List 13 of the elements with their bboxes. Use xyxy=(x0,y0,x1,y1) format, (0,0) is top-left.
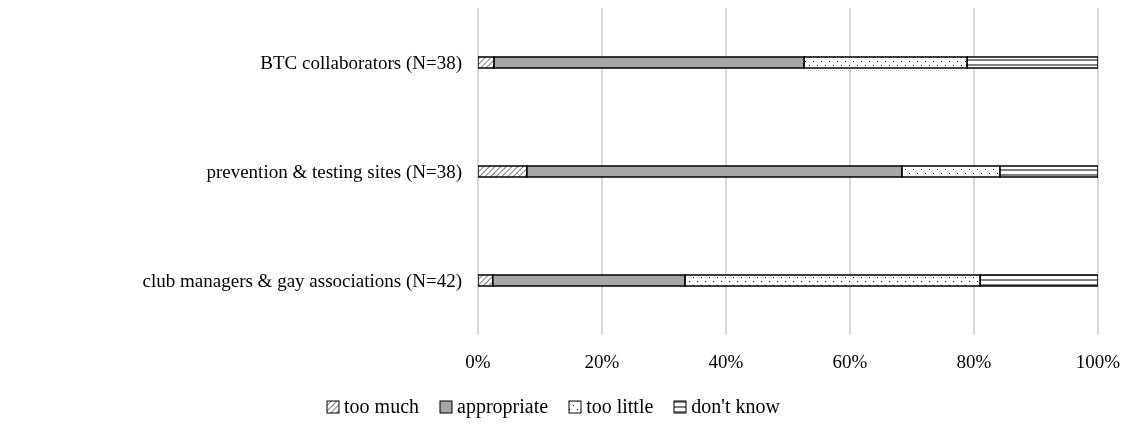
x-tick-label: 80% xyxy=(956,351,992,373)
y-tick-label: club managers & gay associations (N=42) xyxy=(142,270,462,293)
legend-label: appropriate xyxy=(456,395,549,418)
x-tick-label: 60% xyxy=(832,351,868,373)
legend-label: don't know xyxy=(690,395,780,418)
legend-label: too little xyxy=(585,395,654,418)
x-tick-label: 100% xyxy=(1075,351,1121,373)
legend-label: too much xyxy=(343,395,420,418)
x-tick-label: 20% xyxy=(584,351,620,373)
x-tick-label: 0% xyxy=(465,351,491,373)
x-tick-label: 40% xyxy=(708,351,744,373)
y-tick-label: BTC collaborators (N=38) xyxy=(260,52,462,75)
y-tick-label: prevention & testing sites (N=38) xyxy=(206,161,462,184)
